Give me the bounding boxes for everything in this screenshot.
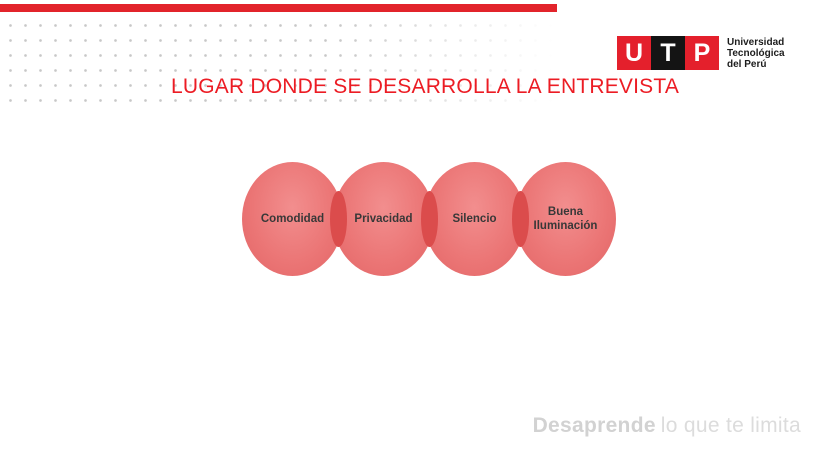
utp-logo: U T P Universidad Tecnológica del Perú (617, 36, 802, 72)
venn-label-buena-iluminacion: Buena Iluminación (533, 206, 598, 232)
logo-wordmark-line3: del Perú (727, 59, 767, 70)
logo-wordmark: Universidad Tecnológica del Perú (727, 37, 785, 70)
venn-circle-silencio (424, 162, 525, 276)
venn-circle-buena-iluminacion (515, 162, 616, 276)
venn-overlap-1 (330, 191, 347, 247)
venn-circle-privacidad (333, 162, 434, 276)
logo-letter-u: U (617, 36, 651, 70)
venn-label-silencio: Silencio (452, 213, 497, 225)
brand-footer-bold: Desaprende (532, 414, 656, 437)
venn-overlap-2 (421, 191, 438, 247)
logo-wordmark-line2: Tecnológica (727, 48, 785, 59)
brand-footer-rest: lo que te limita (660, 414, 801, 437)
logo-letter-p: P (685, 36, 719, 70)
brand-footer: Desaprende lo que te limita (533, 414, 801, 438)
dot-grid-pattern (2, 2, 642, 106)
logo-letter-t: T (651, 36, 685, 70)
logo-wordmark-line1: Universidad (727, 37, 785, 48)
venn-overlap-3 (512, 191, 529, 247)
venn-circle-comodidad (242, 162, 343, 276)
venn-label-comodidad: Comodidad (260, 213, 325, 225)
slide-title: LUGAR DONDE SE DESARROLLA LA ENTREVISTA (171, 75, 680, 98)
top-accent-bar (0, 4, 557, 12)
venn-label-privacidad: Privacidad (354, 213, 413, 225)
